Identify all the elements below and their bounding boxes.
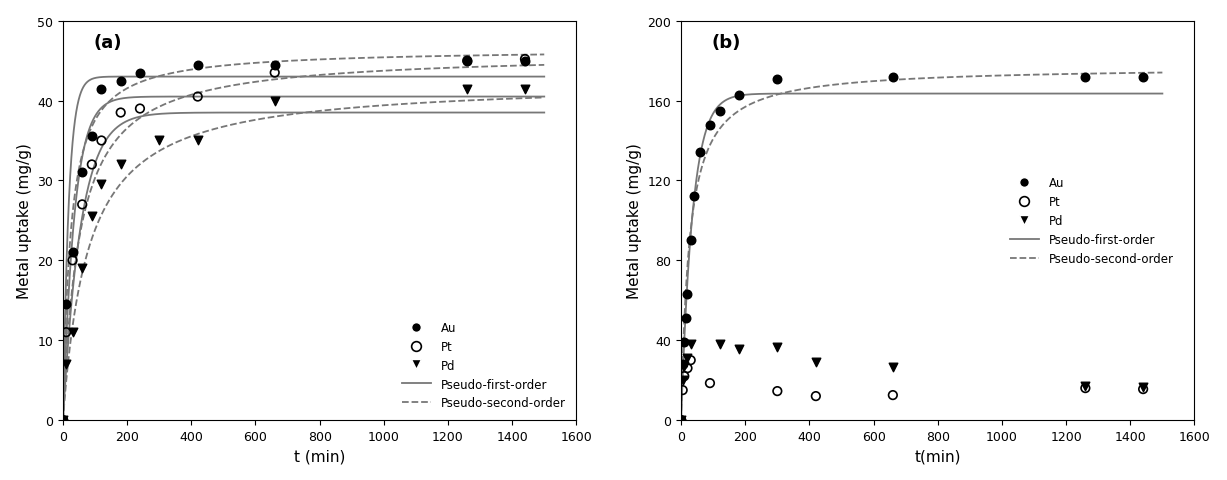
Point xyxy=(72,265,92,273)
Point xyxy=(82,133,102,141)
X-axis label: t (min): t (min) xyxy=(294,448,345,463)
Point xyxy=(150,137,169,145)
Point xyxy=(1134,385,1153,393)
Point xyxy=(671,416,691,424)
Point xyxy=(675,372,694,380)
Point xyxy=(681,341,701,348)
Point xyxy=(458,85,477,93)
Point xyxy=(709,108,729,115)
Legend: Au, Pt, Pd, Pseudo-first-order, Pseudo-second-order: Au, Pt, Pd, Pseudo-first-order, Pseudo-s… xyxy=(1005,172,1178,270)
Point xyxy=(56,329,76,336)
Point xyxy=(458,58,477,65)
Point xyxy=(883,73,903,81)
Point xyxy=(806,359,826,366)
Y-axis label: Metal uptake (mg/g): Metal uptake (mg/g) xyxy=(17,143,32,299)
Point xyxy=(92,181,112,189)
Point xyxy=(806,393,826,400)
Point xyxy=(1134,384,1153,391)
Point xyxy=(675,362,694,370)
Point xyxy=(768,75,788,83)
Point xyxy=(188,137,207,145)
Point xyxy=(701,380,720,387)
Point xyxy=(1076,73,1096,81)
Point xyxy=(53,416,72,424)
Point xyxy=(681,357,701,364)
Point xyxy=(110,109,130,117)
Point xyxy=(729,346,748,353)
Point xyxy=(53,416,72,424)
Point xyxy=(458,58,477,65)
Text: (b): (b) xyxy=(712,34,741,51)
X-axis label: t(min): t(min) xyxy=(914,448,961,463)
Point xyxy=(72,169,92,177)
Point xyxy=(671,416,691,424)
Point xyxy=(92,137,112,145)
Point xyxy=(671,416,691,424)
Point xyxy=(1076,383,1096,390)
Point xyxy=(768,344,788,351)
Point xyxy=(768,387,788,395)
Point xyxy=(110,161,130,169)
Point xyxy=(63,249,82,257)
Point xyxy=(56,360,76,368)
Point xyxy=(188,61,207,69)
Point xyxy=(63,257,82,264)
Point xyxy=(1134,73,1153,81)
Point xyxy=(677,355,697,362)
Point xyxy=(672,360,692,368)
Point xyxy=(677,291,697,299)
Point xyxy=(709,341,729,348)
Point xyxy=(56,301,76,309)
Point xyxy=(672,376,692,384)
Point xyxy=(675,338,694,346)
Point xyxy=(701,121,720,129)
Point xyxy=(63,329,82,336)
Point xyxy=(676,315,696,323)
Point xyxy=(110,78,130,85)
Point xyxy=(53,416,72,424)
Y-axis label: Metal uptake (mg/g): Metal uptake (mg/g) xyxy=(627,143,642,299)
Point xyxy=(515,85,535,93)
Point xyxy=(130,106,150,113)
Point xyxy=(265,61,285,69)
Point xyxy=(188,94,207,101)
Point xyxy=(729,92,748,99)
Point xyxy=(82,213,102,221)
Point xyxy=(72,201,92,209)
Point xyxy=(1076,384,1096,392)
Legend: Au, Pt, Pd, Pseudo-first-order, Pseudo-second-order: Au, Pt, Pd, Pseudo-first-order, Pseudo-s… xyxy=(398,316,571,414)
Point xyxy=(82,161,102,169)
Point xyxy=(685,193,704,201)
Point xyxy=(515,58,535,65)
Point xyxy=(265,97,285,105)
Point xyxy=(681,237,701,245)
Point xyxy=(677,364,697,372)
Point xyxy=(691,149,710,157)
Point xyxy=(130,70,150,77)
Point xyxy=(515,56,535,64)
Text: (a): (a) xyxy=(93,34,123,51)
Point xyxy=(672,386,692,394)
Point xyxy=(883,363,903,371)
Point xyxy=(92,85,112,93)
Point xyxy=(883,391,903,399)
Point xyxy=(265,70,285,77)
